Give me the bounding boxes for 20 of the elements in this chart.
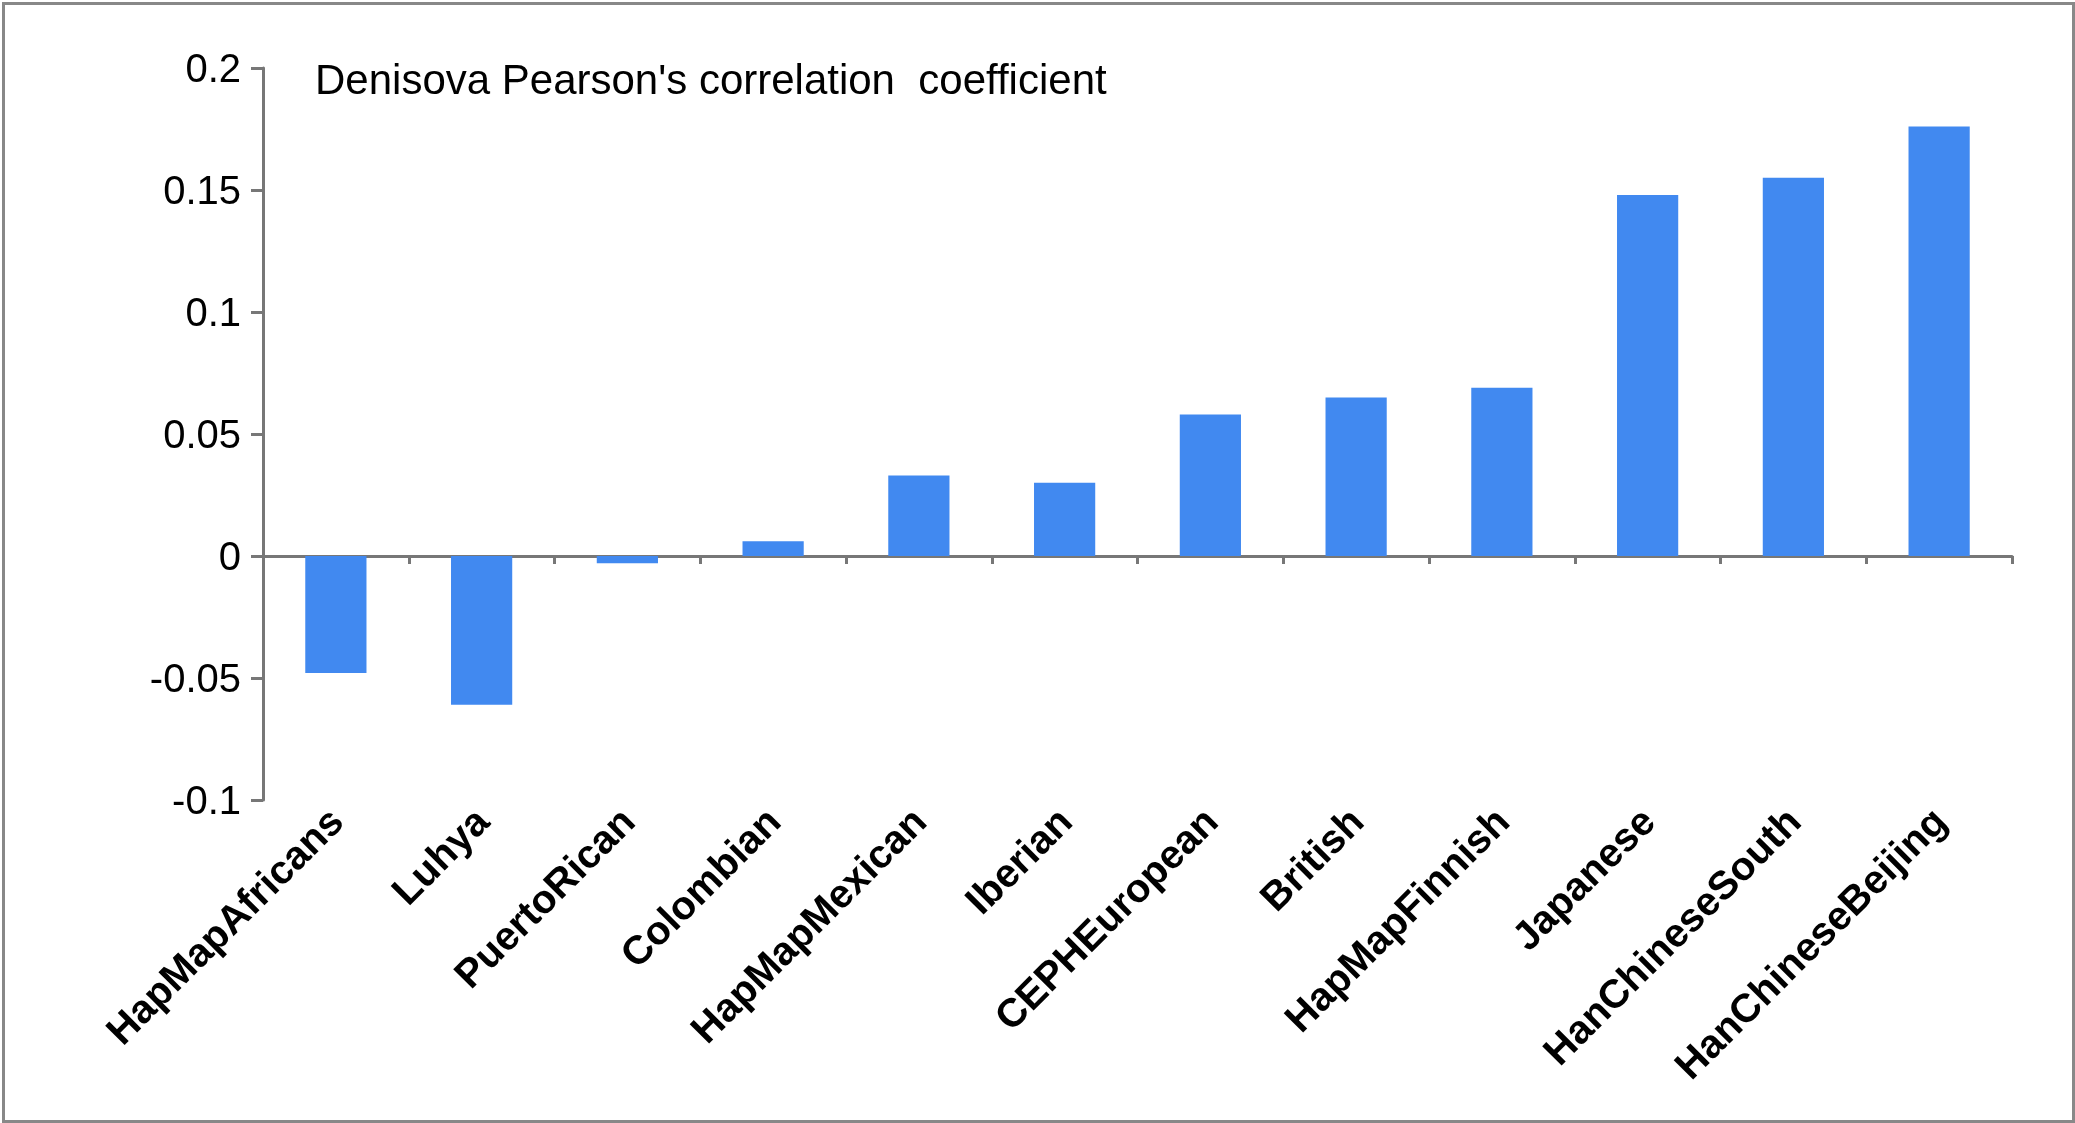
y-tick-label: 0 [218,534,241,578]
bar [451,556,513,705]
bar [596,556,658,564]
y-tick-label: 0.05 [163,412,241,456]
bar [1325,397,1387,556]
bar [1617,194,1679,556]
bar [1179,414,1241,556]
y-tick-label: 0.2 [185,46,241,90]
bar [742,541,804,556]
y-tick-label: 0.15 [163,168,241,212]
y-tick-label: -0.1 [172,778,241,822]
bar [1034,482,1096,556]
chart-title: Denisova Pearson's correlation coefficient [315,55,1107,103]
bar [1908,126,1970,556]
bar [888,475,950,556]
bar [305,556,367,674]
y-tick-label: -0.05 [149,656,241,700]
bar [1762,177,1824,556]
y-tick-label: 0.1 [185,290,241,334]
bar [1471,387,1533,556]
